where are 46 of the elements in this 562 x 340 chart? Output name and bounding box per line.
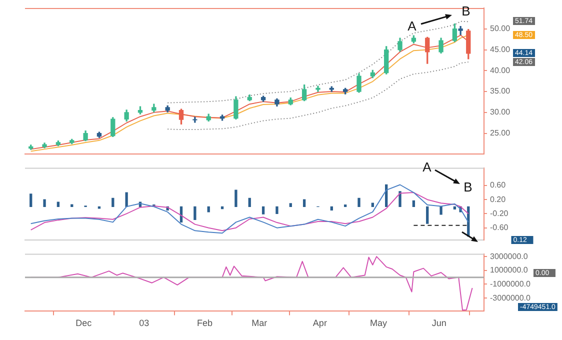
y-tick-label: 3000000.0: [490, 252, 528, 261]
annotation: A: [408, 18, 417, 34]
bar: [453, 206, 456, 210]
y-tick-label: 45.00: [490, 44, 511, 54]
bar: [194, 206, 196, 220]
y-tick-label: -1000000.0: [490, 279, 532, 288]
bar: [358, 198, 360, 207]
bar: [125, 192, 128, 207]
bar: [440, 206, 442, 215]
annotation: B: [464, 180, 472, 195]
x-tick-label: 03: [139, 318, 150, 328]
y-tick-label: 0.60: [490, 180, 506, 190]
bar: [207, 206, 210, 212]
y-tick-label: 25.00: [490, 128, 511, 138]
x-tick-label: May: [370, 318, 388, 328]
bar: [262, 206, 265, 214]
bar: [426, 206, 429, 224]
y-tick-label: 50.00: [490, 24, 511, 34]
x-tick-label: Feb: [196, 318, 212, 328]
y-tick-label: -3000000.0: [490, 293, 532, 302]
y-tick-label: 1000000.0: [490, 266, 528, 275]
y-tick-label: 30.00: [490, 108, 511, 117]
bar: [248, 198, 251, 207]
bar: [70, 204, 74, 207]
y-tick-label: 40.00: [490, 66, 511, 75]
x-tick-label: Dec: [76, 318, 92, 328]
y-tick-label: 0.20: [490, 194, 506, 204]
bar: [276, 206, 278, 214]
y-tick-label: -0.60: [490, 223, 509, 232]
bar: [302, 199, 306, 207]
bar: [289, 203, 292, 207]
bar: [234, 190, 238, 207]
x-tick-label: Mar: [252, 318, 268, 328]
bar: [112, 198, 114, 207]
y-tick-label: 35.00: [490, 86, 511, 96]
x-tick-label: Apr: [312, 318, 327, 328]
bar: [398, 191, 402, 207]
y-tick-label: -0.20: [490, 208, 509, 218]
annotation: A: [422, 160, 432, 175]
bar: [56, 202, 60, 207]
line-series: [167, 62, 469, 130]
bar: [30, 194, 32, 207]
bar: [412, 200, 416, 207]
candlestick: [192, 116, 198, 123]
bar: [43, 199, 46, 207]
x-tick-label: Jun: [432, 318, 446, 328]
